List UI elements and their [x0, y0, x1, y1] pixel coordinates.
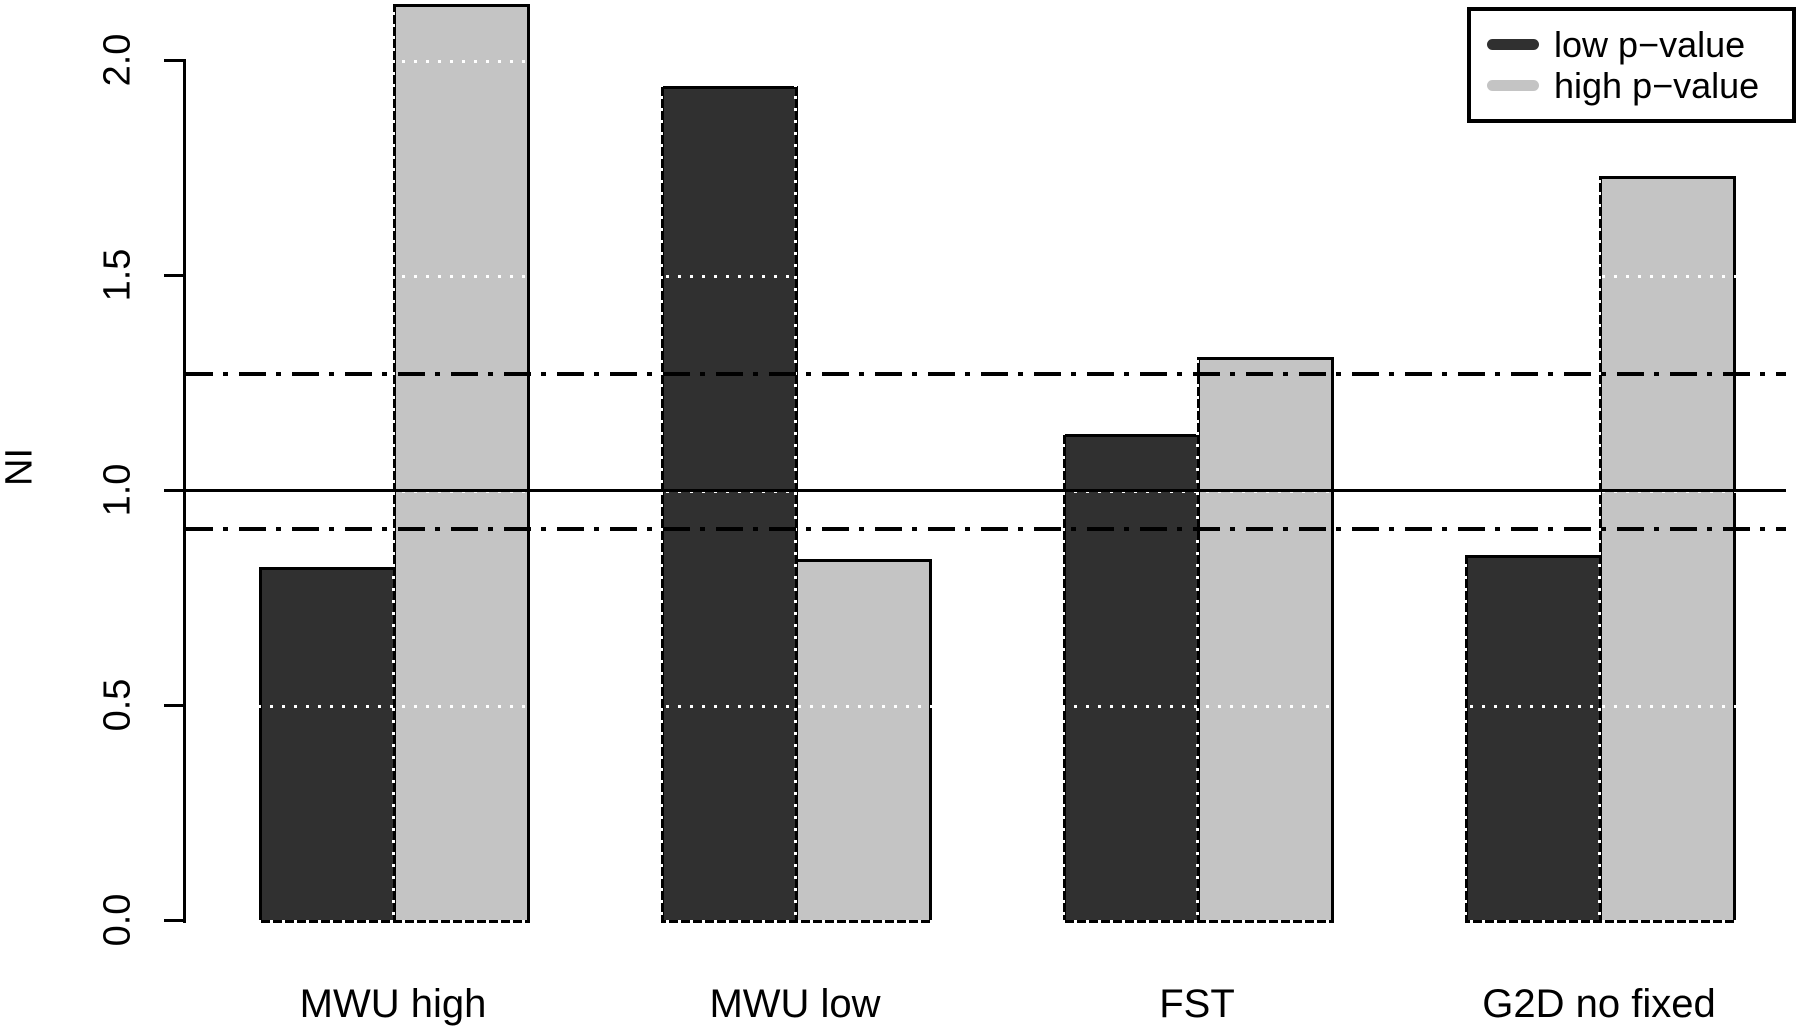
y-tick-label: 2.0 [96, 33, 139, 87]
grid-v-line-overlay [794, 0, 797, 920]
legend-item-low-p-value: low p−value [1487, 23, 1792, 65]
y-tick-label: 1.0 [96, 463, 139, 517]
grid-h-line-overlay [186, 60, 1786, 63]
x-axis-label-mwu-high: MWU high [299, 982, 487, 1026]
grid-v-line-overlay [1464, 0, 1467, 920]
bar-fst-high-p-value [1197, 357, 1334, 923]
y-axis-tick [164, 274, 186, 277]
y-tick-label: 0.5 [96, 678, 139, 732]
y-axis-tick [164, 489, 186, 492]
bar-fst-low-p-value [1063, 434, 1200, 923]
grid-v-line-overlay [1196, 0, 1199, 920]
grid-v-line-overlay [392, 0, 395, 920]
reference-line-dashdot [186, 372, 1786, 376]
y-tick-label: 0.0 [96, 893, 139, 947]
grid-v-line-overlay [1062, 0, 1065, 920]
y-axis-tick [164, 919, 186, 922]
x-axis-label-mwu-low: MWU low [709, 982, 881, 1026]
legend: low p−value high p−value [1467, 7, 1796, 123]
y-axis-tick [164, 704, 186, 707]
reference-line-solid [186, 489, 1786, 492]
y-axis-title: NI [0, 448, 41, 486]
bar-g2d-no-fixed-high-p-value [1599, 176, 1736, 923]
x-axis-label-fst: FST [1159, 982, 1235, 1026]
reference-line-dashdot [186, 527, 1786, 531]
legend-swatch [1487, 39, 1539, 50]
bar-mwu-high-high-p-value [393, 4, 530, 923]
grid-h-line-overlay [186, 275, 1786, 278]
grid-h-line-overlay [186, 705, 1786, 708]
legend-item-label: low p−value [1554, 23, 1746, 65]
grid-v-line-overlay [1598, 0, 1601, 920]
legend-swatch [1487, 80, 1539, 91]
bar-g2d-no-fixed-low-p-value [1465, 555, 1602, 923]
x-axis-label-g2d-no-fixed: G2D no fixed [1482, 982, 1716, 1026]
y-tick-label: 1.5 [96, 248, 139, 302]
y-axis-tick [164, 59, 186, 62]
grid-v-line-overlay [660, 0, 663, 920]
grid-h-line-overlay [186, 920, 1786, 923]
legend-item-label: high p−value [1554, 64, 1760, 106]
bar-mwu-high-low-p-value [259, 567, 396, 923]
bar-mwu-low-high-p-value [795, 559, 932, 923]
bar-mwu-low-low-p-value [661, 86, 798, 923]
legend-item-high-p-value: high p−value [1487, 64, 1792, 106]
